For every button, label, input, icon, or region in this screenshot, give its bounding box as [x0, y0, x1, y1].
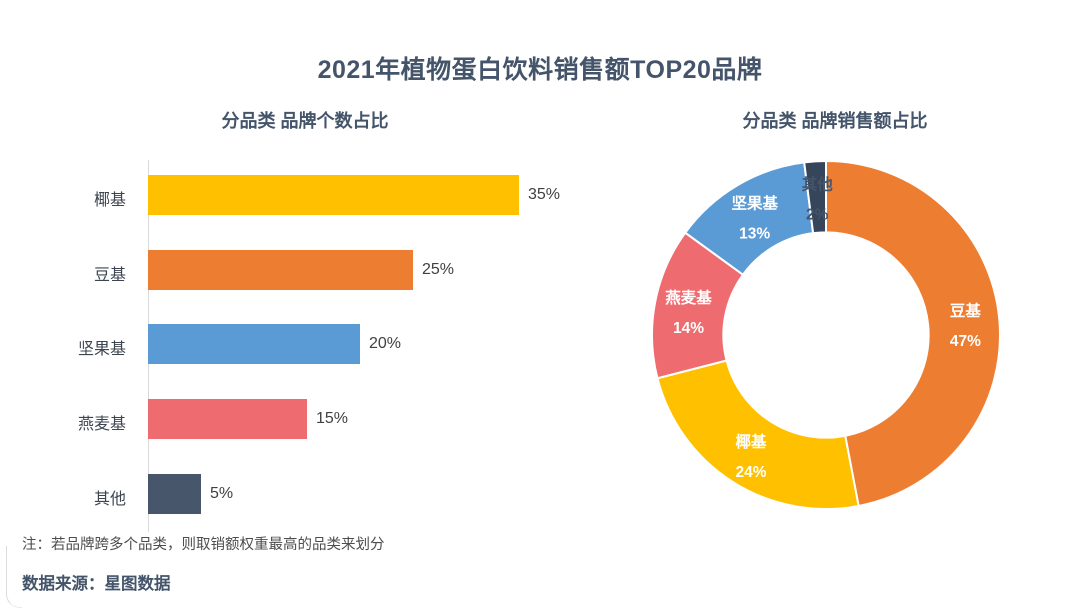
card-corner-decoration: [6, 546, 22, 608]
bar-value-label: 20%: [369, 335, 402, 353]
donut-slice: [656, 359, 860, 510]
bar-rect: [148, 324, 360, 365]
bar-value-label: 35%: [528, 186, 561, 203]
donut-slice-value-label: 24%: [735, 464, 766, 481]
donut-slice-name-label: 燕麦基: [665, 288, 712, 307]
bar-rect: [148, 175, 519, 215]
bar-category-label: 燕麦基: [77, 416, 126, 434]
bar-chart: 椰基 35% 豆基 25% 坚果基 20% 燕麦基 15% 其他 5%: [77, 160, 561, 532]
bar-category-label: 豆基: [93, 266, 126, 284]
donut-slice: [803, 159, 827, 235]
data-source: 数据来源：星图数据: [22, 575, 171, 593]
donut-chart: 豆基 47% 椰基 24% 燕麦基 14% 坚果基 13% 其他 2%: [626, 135, 1026, 535]
bar-chart-title: 分品类 品牌个数占比: [221, 111, 389, 131]
donut-chart-title: 分品类 品牌销售额占比: [742, 111, 928, 131]
footnote: 注：若品牌跨多个品类，则取销额权重最高的品类来划分: [22, 537, 385, 553]
bar-category-label: 椰基: [93, 192, 126, 209]
bar-value-label: 5%: [210, 484, 234, 502]
bar-category-label: 其他: [93, 490, 126, 508]
donut-slice-name-label: 豆基: [950, 301, 982, 320]
bar-category-label: 坚果基: [77, 341, 126, 359]
bar-value-label: 25%: [422, 260, 455, 278]
donut-slice: [825, 159, 1002, 508]
donut-slice-value-label: 13%: [739, 226, 770, 243]
bar-rect: [148, 399, 307, 440]
donut-slice-name-label: 其他: [802, 174, 834, 193]
donut-slice-value-label: 2%: [806, 206, 829, 223]
donut-slice-value-label: 47%: [950, 333, 981, 350]
bar-value-label: 15%: [316, 410, 349, 428]
donut-svg: 豆基 47% 椰基 24% 燕麦基 14% 坚果基 13% 其他 2%: [651, 159, 1002, 510]
bar-rect: [148, 249, 413, 290]
page-title: 2021年植物蛋白饮料销售额TOP20品牌: [317, 56, 763, 84]
donut-slice-name-label: 椰基: [735, 432, 767, 451]
bar-rect: [148, 473, 201, 514]
donut-slice-value-label: 14%: [673, 320, 704, 337]
donut-slice-name-label: 坚果基: [731, 194, 778, 213]
